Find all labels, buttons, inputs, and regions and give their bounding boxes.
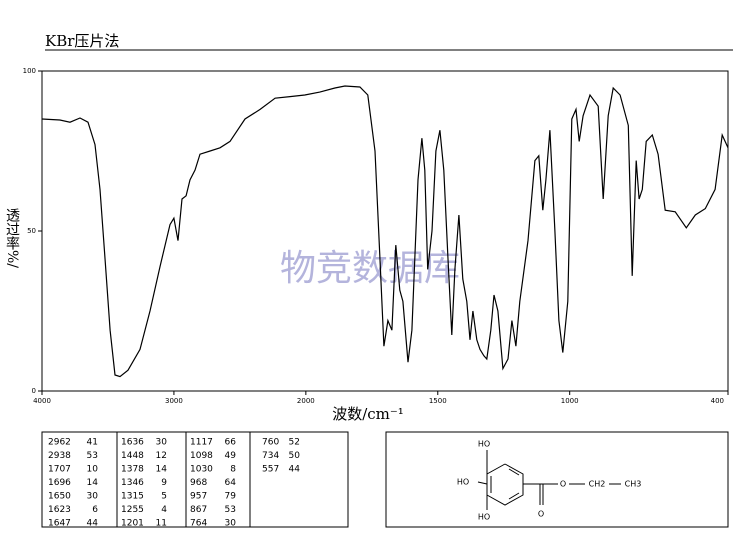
peak-transmittance: 30 <box>225 519 237 529</box>
peak-wavenumber: 2938 <box>48 451 71 461</box>
peak-wavenumber: 1098 <box>190 451 213 461</box>
peak-transmittance: 30 <box>156 438 168 448</box>
peak-transmittance: 11 <box>156 519 167 529</box>
peak-transmittance: 4 <box>161 505 167 515</box>
peak-transmittance: 49 <box>225 451 237 461</box>
peak-transmittance: 44 <box>87 519 99 529</box>
structure-label: HO <box>478 440 490 449</box>
peak-transmittance: 41 <box>87 438 98 448</box>
x-axis-label: 波数/cm⁻¹ <box>332 405 404 423</box>
peak-wavenumber: 1378 <box>121 465 144 475</box>
peak-transmittance: 14 <box>156 465 168 475</box>
peak-transmittance: 53 <box>87 451 98 461</box>
peak-transmittance: 14 <box>87 478 99 488</box>
peak-transmittance: 79 <box>225 492 237 502</box>
y-axis-label: 透过率%/ <box>4 208 20 268</box>
peak-table-frame <box>41 431 349 528</box>
peak-wavenumber: 557 <box>262 465 279 475</box>
peak-transmittance: 50 <box>289 451 301 461</box>
chart-title: KBr压片法 <box>45 32 119 50</box>
structure-frame <box>385 431 729 528</box>
peak-transmittance: 66 <box>225 438 237 448</box>
peak-wavenumber: 867 <box>190 505 207 515</box>
peak-transmittance: 5 <box>161 492 167 502</box>
x-tick-label: 4000 <box>33 397 51 405</box>
peak-wavenumber: 1650 <box>48 492 71 502</box>
structure-bonds <box>477 450 621 510</box>
peak-wavenumber: 764 <box>190 519 207 529</box>
peak-transmittance: 52 <box>289 438 300 448</box>
peak-wavenumber: 1117 <box>190 438 213 448</box>
peak-transmittance: 64 <box>225 478 237 488</box>
x-tick-label: 2000 <box>297 397 315 405</box>
peak-wavenumber: 760 <box>262 438 279 448</box>
watermark: 物竞数据库 <box>280 248 460 289</box>
peak-wavenumber: 968 <box>190 478 207 488</box>
structure-label: CH2 <box>589 480 606 489</box>
peak-wavenumber: 1255 <box>121 505 144 515</box>
peak-transmittance: 10 <box>87 465 99 475</box>
x-tick-label: 400 <box>711 397 724 405</box>
peak-transmittance: 30 <box>87 492 99 502</box>
peak-wavenumber: 1647 <box>48 519 71 529</box>
peak-transmittance: 12 <box>156 451 167 461</box>
peak-wavenumber: 1636 <box>121 438 144 448</box>
peak-wavenumber: 1315 <box>121 492 144 502</box>
peak-wavenumber: 1201 <box>121 519 144 529</box>
peak-wavenumber: 1707 <box>48 465 71 475</box>
peak-wavenumber: 1030 <box>190 465 213 475</box>
structure-label: CH3 <box>625 480 642 489</box>
peak-transmittance: 53 <box>225 505 236 515</box>
peak-wavenumber: 734 <box>262 451 279 461</box>
peak-wavenumber: 1346 <box>121 478 144 488</box>
peak-transmittance: 8 <box>230 465 236 475</box>
y-tick-label: 100 <box>23 67 36 75</box>
peak-transmittance: 44 <box>289 465 301 475</box>
structure-label: O <box>538 510 544 519</box>
x-tick-label: 3000 <box>165 397 183 405</box>
structure-label: HO <box>478 513 490 522</box>
peak-wavenumber: 2962 <box>48 438 71 448</box>
peak-transmittance: 9 <box>161 478 167 488</box>
peak-wavenumber: 1623 <box>48 505 71 515</box>
structure-label: HO <box>457 478 469 487</box>
x-tick-label: 1000 <box>561 397 579 405</box>
peak-wavenumber: 1448 <box>121 451 144 461</box>
x-tick-label: 1500 <box>429 397 447 405</box>
y-tick-label: 50 <box>27 227 36 235</box>
y-tick-label: 0 <box>32 387 36 395</box>
structure-label: O <box>560 480 566 489</box>
peak-wavenumber: 1696 <box>48 478 71 488</box>
spectrum-line <box>41 85 729 378</box>
peak-wavenumber: 957 <box>190 492 207 502</box>
peak-transmittance: 6 <box>92 505 98 515</box>
